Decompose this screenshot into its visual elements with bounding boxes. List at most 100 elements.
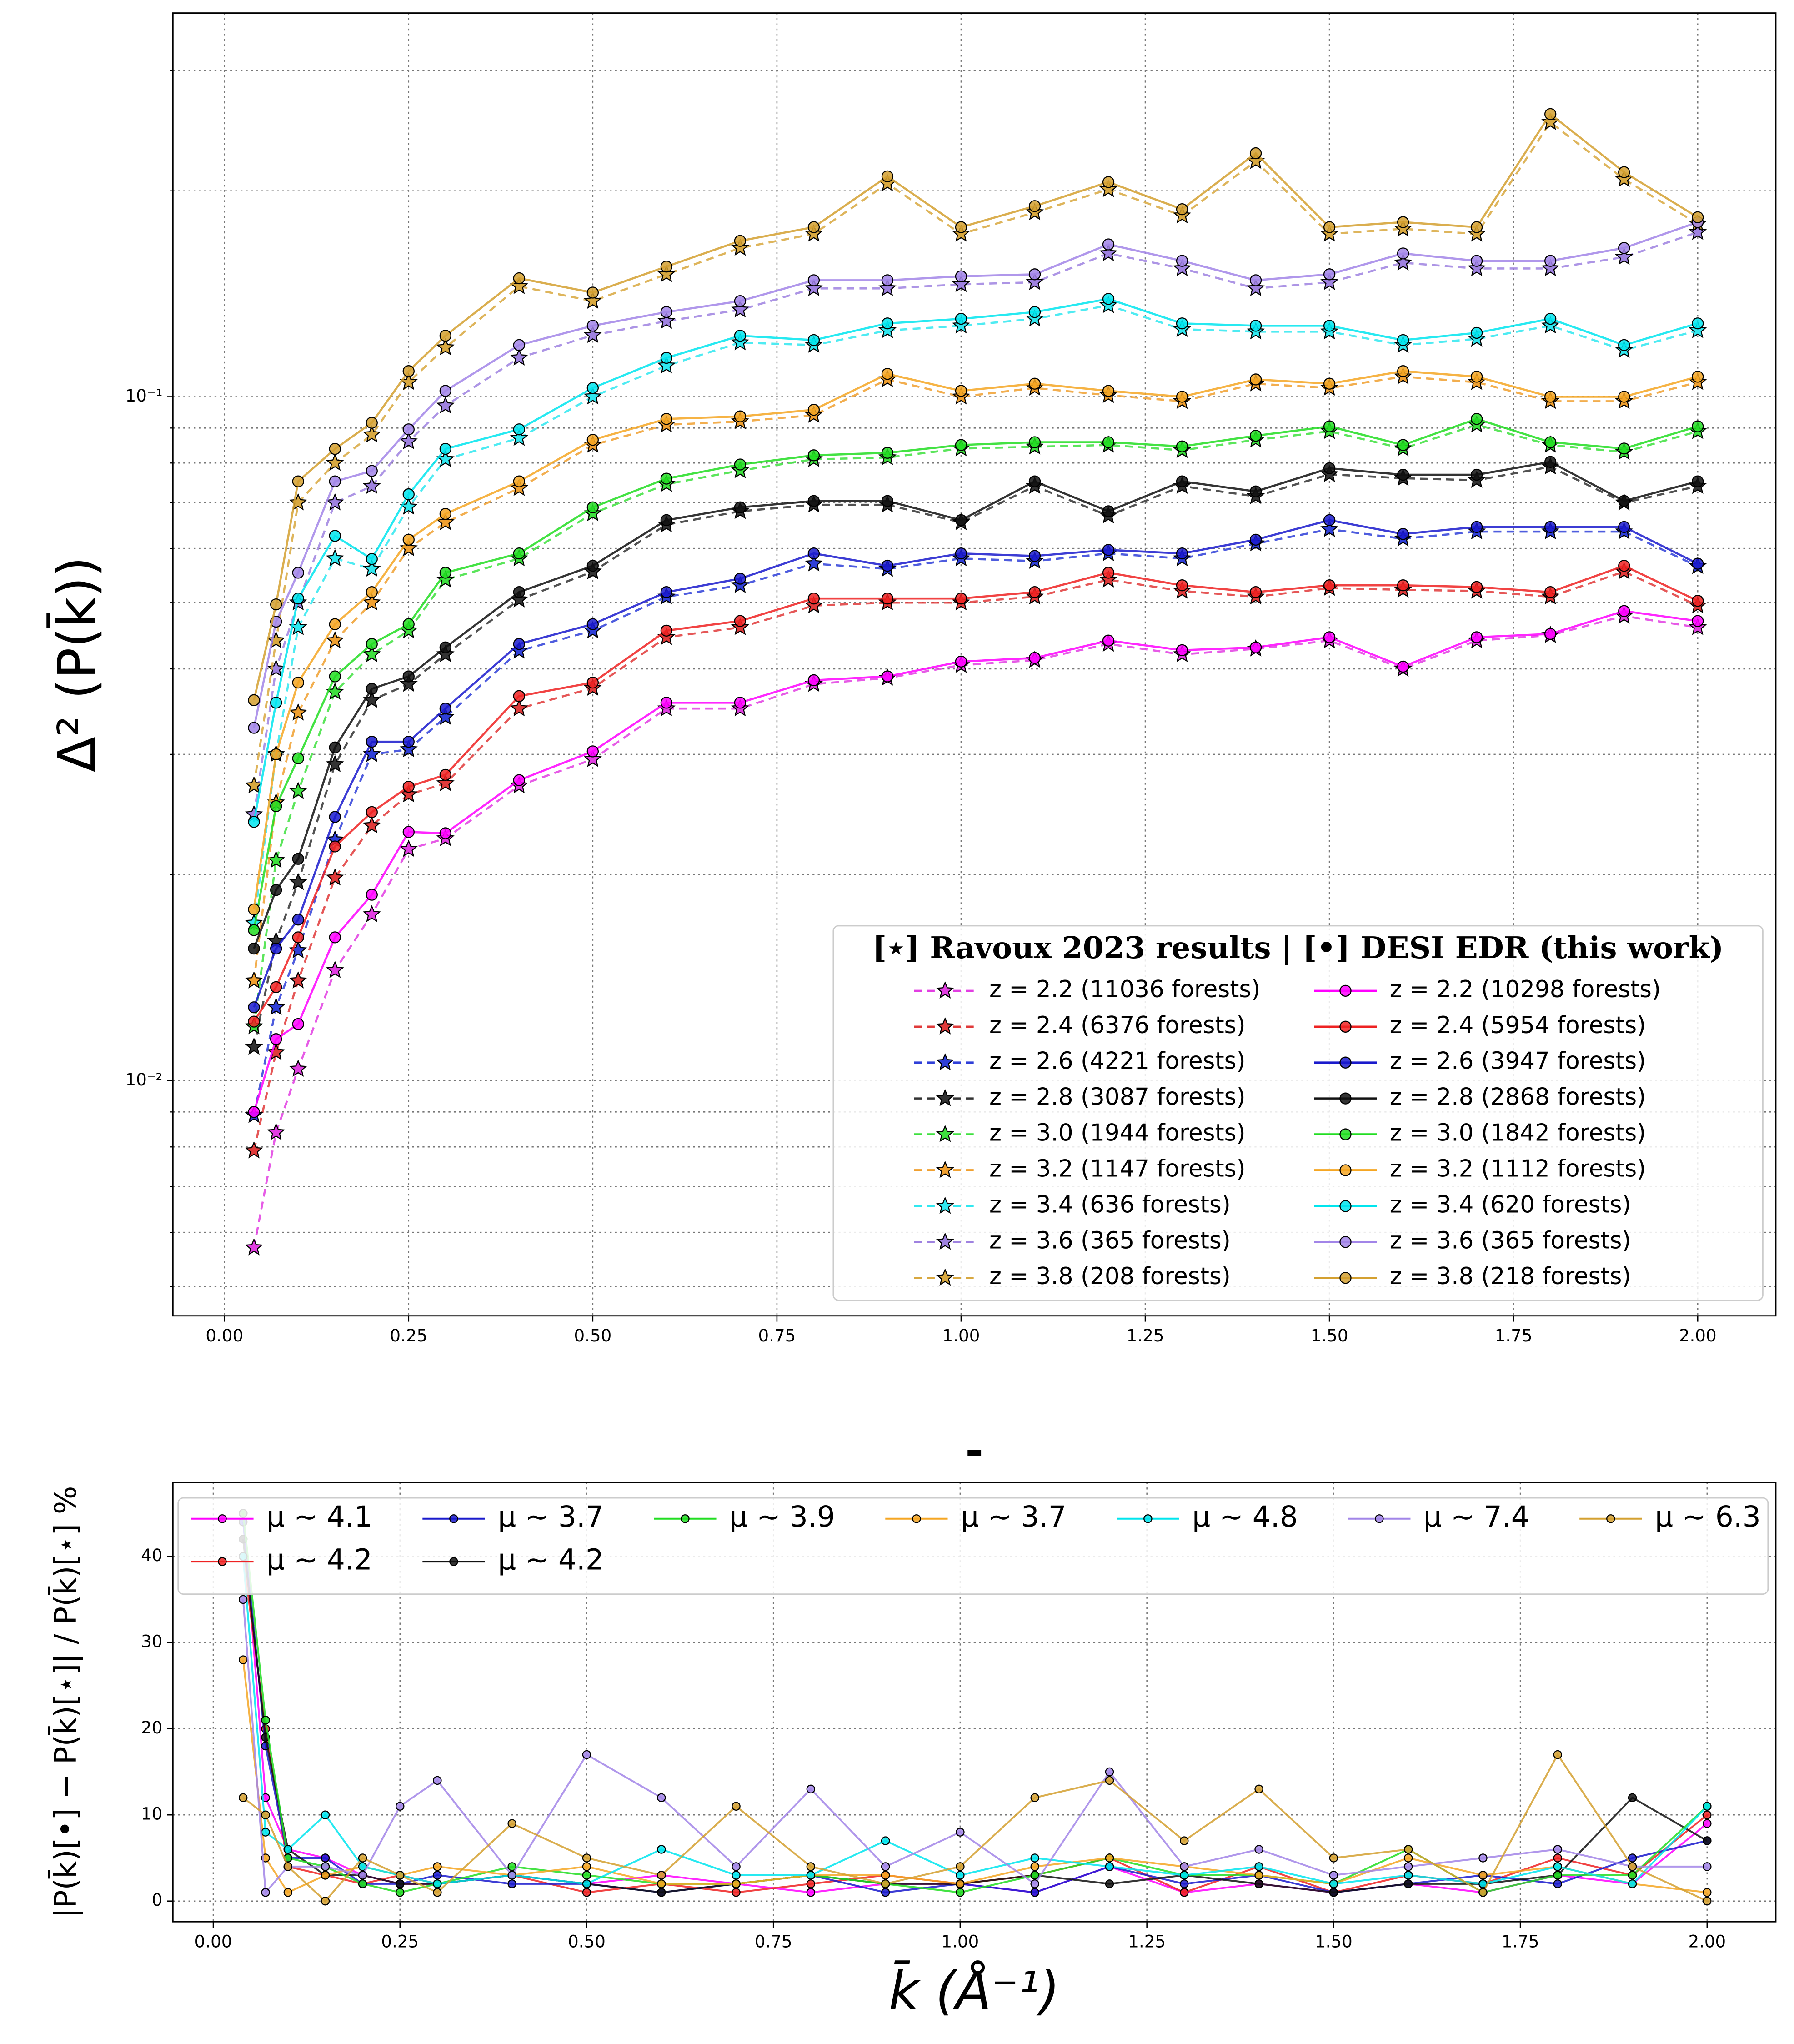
circle-marker <box>881 593 894 605</box>
star-marker <box>1099 244 1117 261</box>
circle-marker <box>270 697 282 709</box>
circle-marker <box>1254 1862 1263 1871</box>
series-line <box>253 121 1699 786</box>
circle-marker <box>660 413 673 425</box>
circle-marker <box>439 641 451 653</box>
circle-marker <box>366 586 378 598</box>
circle-marker <box>358 1871 367 1880</box>
circle-marker <box>660 514 673 527</box>
circle-marker <box>1703 1836 1712 1845</box>
star-marker <box>267 998 286 1015</box>
star-marker <box>510 699 528 717</box>
star-marker <box>399 839 418 857</box>
circle-marker <box>1397 468 1409 481</box>
circle-marker <box>1692 420 1704 432</box>
series-line <box>253 528 1699 1116</box>
legend-label: μ ∼ 3.7 <box>961 1500 1067 1533</box>
series-line <box>253 112 1699 701</box>
circle-marker <box>881 1862 890 1871</box>
legend-marker <box>218 1514 227 1523</box>
circle-marker <box>807 221 820 233</box>
circle-marker <box>586 501 599 513</box>
circle-marker <box>734 615 747 627</box>
circle-marker <box>239 1793 248 1803</box>
circle-marker <box>734 235 747 247</box>
circle-marker <box>1544 628 1557 640</box>
legend-marker <box>1339 1092 1352 1105</box>
circle-marker <box>1102 385 1115 397</box>
circle-marker <box>955 547 967 560</box>
circle-marker <box>1028 586 1041 598</box>
star-marker <box>289 1059 307 1077</box>
star-marker <box>436 512 455 530</box>
circle-marker <box>1544 436 1557 448</box>
circle-marker <box>513 272 525 285</box>
circle-marker <box>1323 377 1336 390</box>
circle-marker <box>1470 413 1483 425</box>
star-marker <box>510 428 528 446</box>
circle-marker <box>660 586 673 598</box>
circle-marker <box>433 1776 442 1785</box>
circle-marker <box>1618 166 1630 178</box>
circle-marker <box>248 1001 260 1014</box>
series-line <box>253 461 1698 949</box>
y-axis-label: Δ² (P(k̄)) <box>46 557 107 772</box>
circle-marker <box>1470 371 1483 383</box>
circle-marker <box>248 1106 260 1118</box>
y-axis-label: |P(k̄)[•] − P(k̄)[⋆]| / P(k̄)[⋆] % <box>48 1486 83 1918</box>
circle-marker <box>1628 1793 1637 1803</box>
circle-marker <box>807 495 820 507</box>
circle-marker <box>292 752 304 764</box>
star-marker <box>510 478 528 496</box>
circle-marker <box>1028 652 1041 664</box>
circle-marker <box>507 1819 516 1828</box>
circle-marker <box>402 826 415 838</box>
circle-marker <box>1703 1888 1712 1897</box>
circle-marker <box>1176 579 1188 592</box>
star-marker <box>731 300 749 318</box>
circle-marker <box>1478 1888 1488 1897</box>
chart-title: - <box>965 1425 983 1477</box>
circle-marker <box>292 593 304 605</box>
x-tick-label: 2.00 <box>1679 1326 1717 1346</box>
circle-marker <box>1403 1871 1413 1880</box>
legend-label: z = 2.8 (2868 forests) <box>1390 1084 1646 1111</box>
star-marker <box>245 776 263 793</box>
circle-marker <box>734 501 747 513</box>
circle-marker <box>881 670 894 683</box>
circle-marker <box>660 352 673 364</box>
circle-marker <box>1323 268 1336 281</box>
circle-marker <box>1102 567 1115 579</box>
circle-marker <box>1102 176 1115 188</box>
circle-marker <box>1102 634 1115 647</box>
circle-marker <box>292 853 304 865</box>
circle-marker <box>1249 485 1262 497</box>
circle-marker <box>1397 660 1409 673</box>
circle-marker <box>586 434 599 446</box>
circle-marker <box>1180 1871 1189 1880</box>
legend-label: z = 2.6 (4221 forests) <box>989 1048 1246 1075</box>
circle-marker <box>513 423 525 436</box>
circle-marker <box>270 800 282 812</box>
legend-label: z = 3.0 (1842 forests) <box>1390 1120 1646 1147</box>
circle-marker <box>955 312 967 325</box>
circle-marker <box>402 670 415 683</box>
legend-marker <box>1339 1020 1352 1033</box>
circle-marker <box>1105 1776 1114 1785</box>
circle-marker <box>329 618 341 630</box>
series-line <box>242 1522 1708 1893</box>
circle-marker <box>660 261 673 273</box>
circle-marker <box>1692 595 1704 607</box>
circle-marker <box>1028 436 1041 448</box>
circle-marker <box>396 1888 405 1897</box>
legend-marker <box>1375 1514 1384 1523</box>
circle-marker <box>955 385 967 397</box>
circle-marker <box>1028 268 1041 281</box>
circle-marker <box>1692 475 1704 487</box>
circle-marker <box>1249 533 1262 546</box>
circle-marker <box>248 942 260 955</box>
circle-marker <box>513 690 525 702</box>
legend-label: z = 3.6 (365 forests) <box>989 1227 1231 1254</box>
circle-marker <box>329 741 341 753</box>
circle-marker <box>329 475 341 487</box>
